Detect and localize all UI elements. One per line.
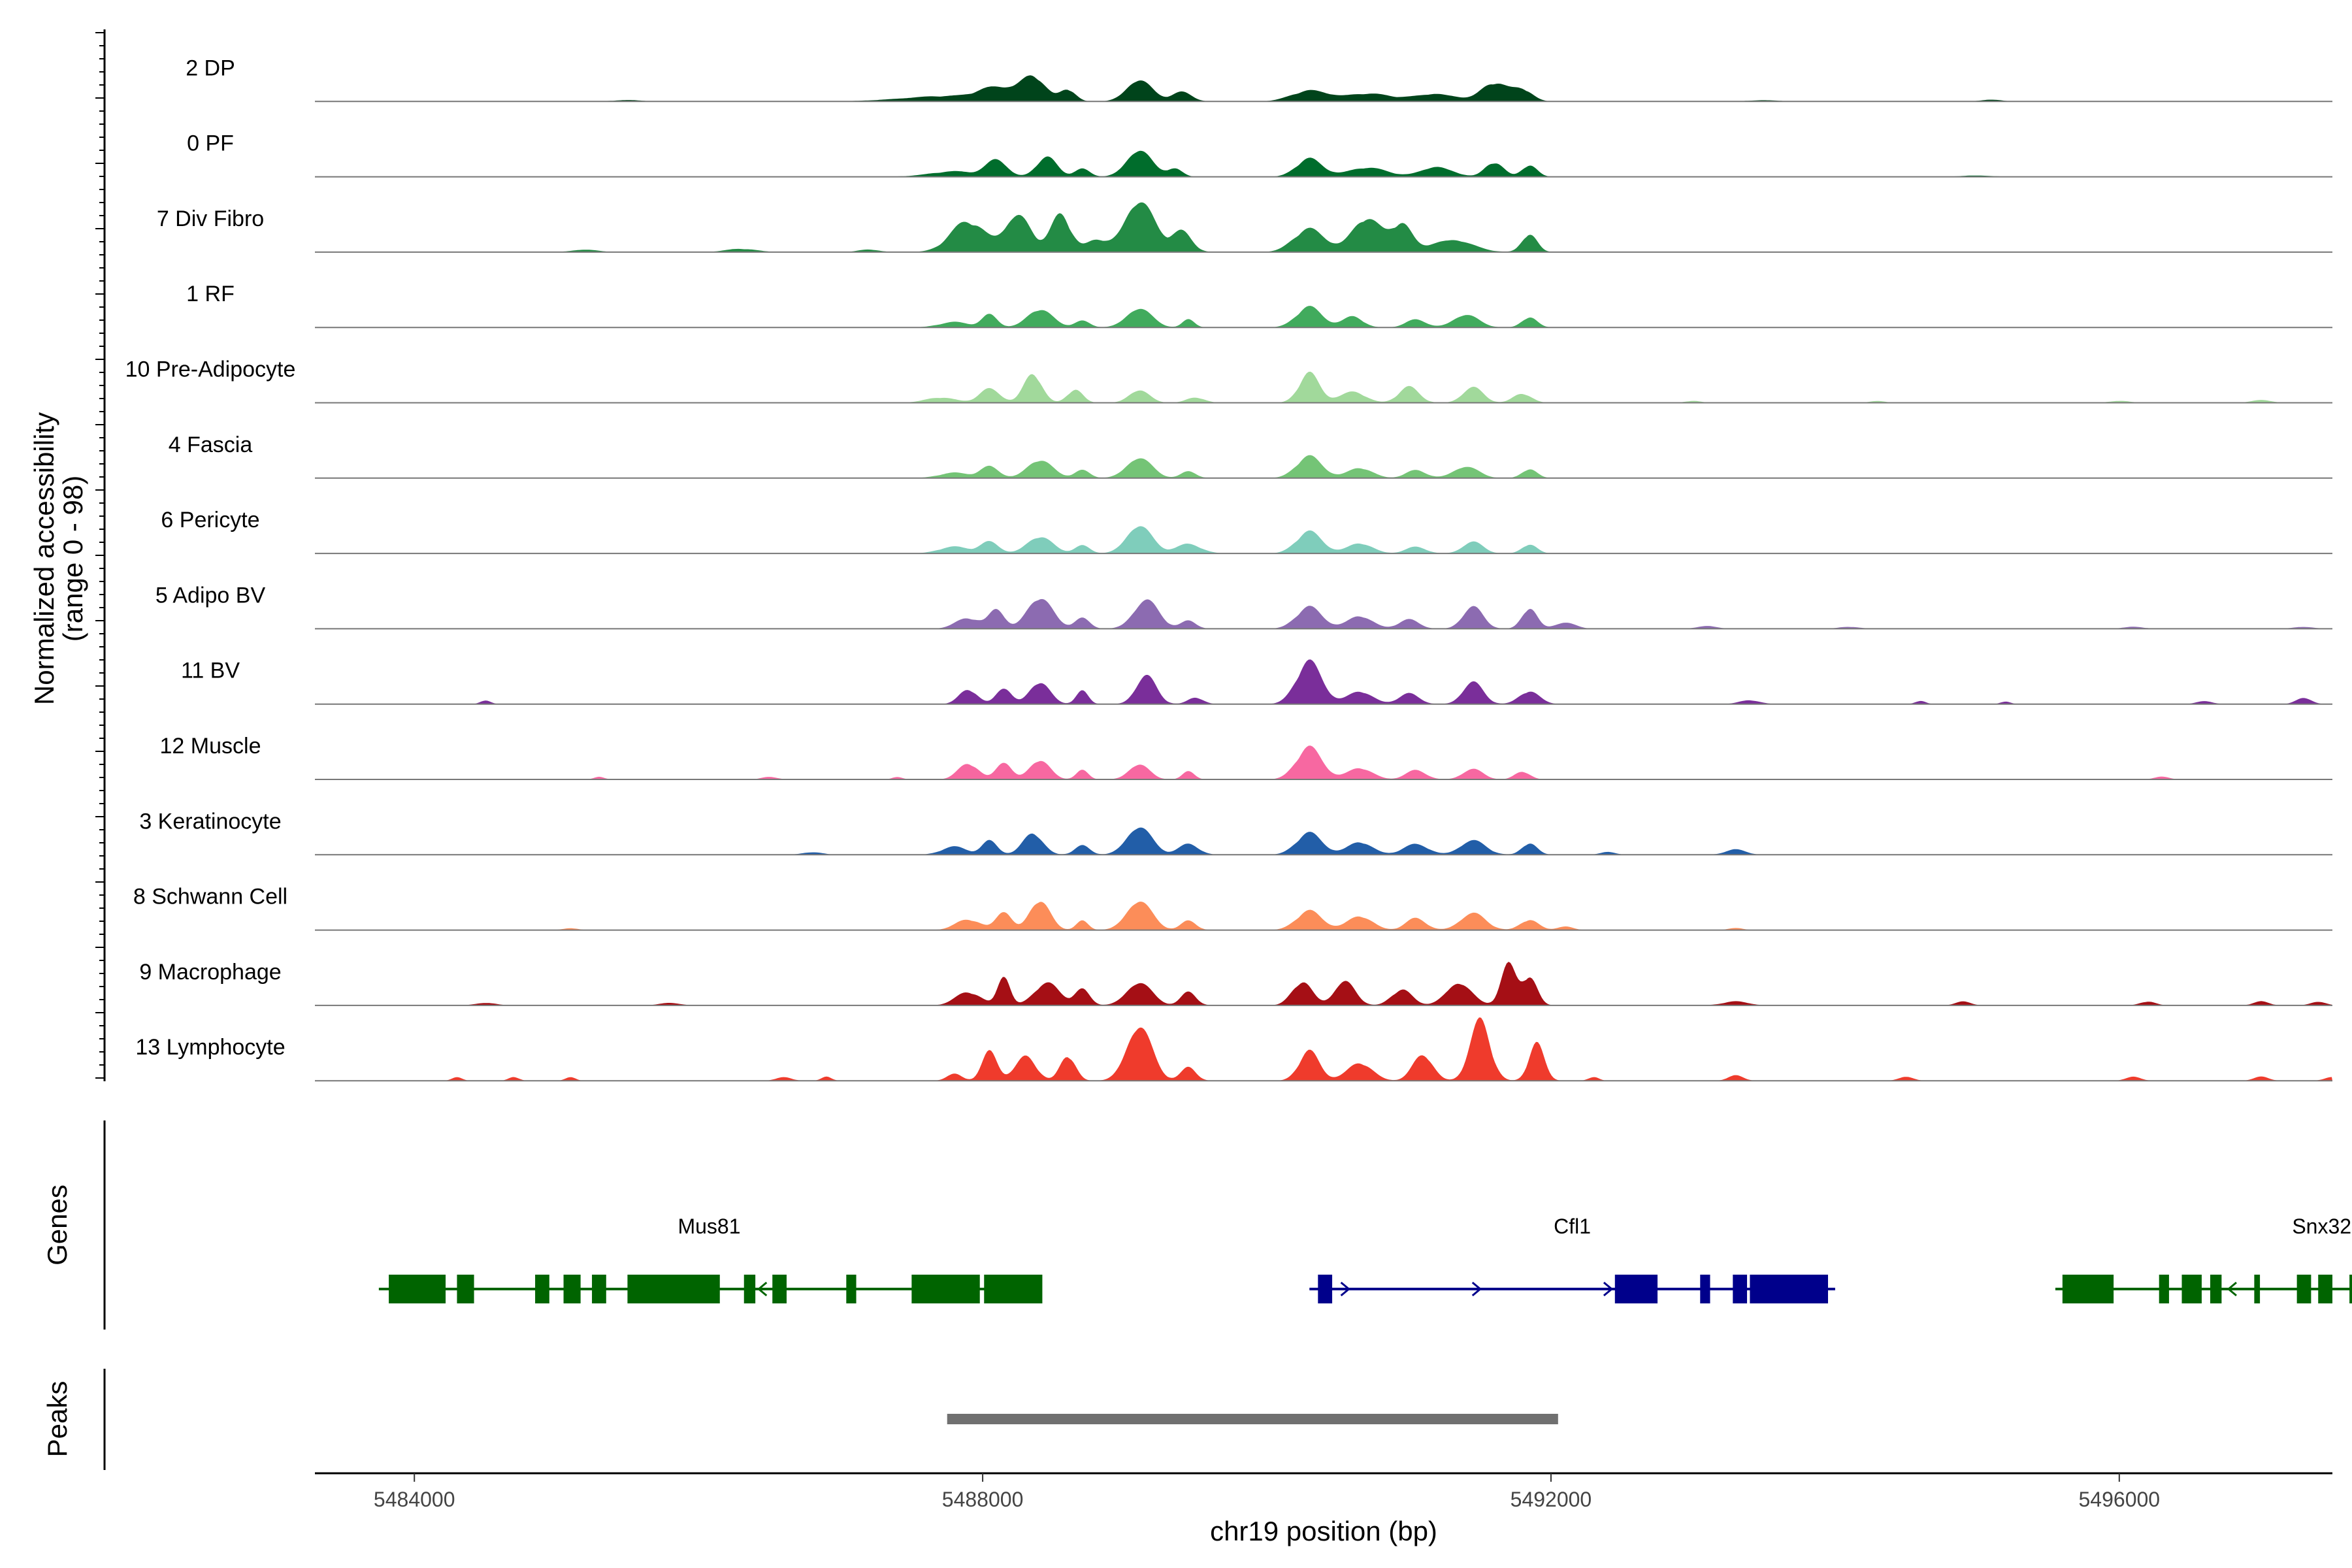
x-axis: 5484000 5488000 5492000 5496000 chr19 positi…	[315, 1472, 2332, 1546]
track-label: 5 Adipo BV	[155, 583, 266, 608]
gene-exon	[846, 1275, 857, 1303]
coverage-area	[315, 659, 2332, 704]
coverage-area	[315, 962, 2332, 1005]
coverage-area	[315, 598, 2332, 629]
track-9-macrophage: 9 Macrophage	[139, 960, 2332, 1006]
gene-exon	[2210, 1275, 2222, 1303]
strand-arrow	[2093, 1281, 2104, 1297]
track-13-lymphocyte: 13 Lymphocyte	[135, 1017, 2332, 1082]
track-label: 7 Div Fibro	[157, 206, 264, 231]
strand-arrow	[2227, 1281, 2237, 1297]
gene-label: Mus81	[678, 1215, 740, 1238]
strand-arrow	[1340, 1281, 1350, 1297]
x-tick-label: 5488000	[942, 1488, 1024, 1511]
gene-label: Cfl1	[1554, 1215, 1591, 1238]
gene-exon	[2181, 1275, 2202, 1303]
coverage-area	[315, 1017, 2332, 1081]
strand-arrow	[427, 1281, 437, 1297]
coverage-area	[315, 371, 2332, 403]
track-5-adipo-bv: 5 Adipo BV	[155, 583, 2332, 630]
gene-exon	[743, 1275, 756, 1303]
gene-track: Mus81 Cfl1 Snx32	[378, 1215, 2352, 1303]
gene-exon	[457, 1275, 474, 1303]
strand-arrow	[1471, 1281, 1482, 1297]
gene-exon	[1614, 1275, 1658, 1303]
track-2-dp: 2 DP	[186, 56, 2332, 103]
gene-exon	[2062, 1275, 2114, 1303]
track-1-rf: 1 RF	[186, 282, 2332, 329]
gene-exon	[389, 1275, 446, 1303]
gene-exon	[772, 1275, 787, 1303]
gene-exon	[2254, 1275, 2261, 1303]
track-label: 0 PF	[187, 131, 234, 156]
y-axis-title: Normalized accessibility	[29, 412, 59, 705]
strand-arrow	[922, 1281, 933, 1297]
gene-exon	[1750, 1275, 1828, 1303]
gene-exon	[1700, 1275, 1710, 1303]
track-label: 2 DP	[186, 56, 235, 80]
track-10-pre-adipocyte: 10 Pre-Adipocyte	[125, 357, 2332, 404]
gene-exon	[627, 1275, 720, 1303]
gene-exon	[911, 1275, 980, 1303]
gene-exon	[535, 1275, 549, 1303]
x-tick-label: 5484000	[374, 1488, 455, 1511]
track-11-bv: 11 BV	[181, 659, 2332, 705]
gene-cfl1: Cfl1	[1309, 1215, 1835, 1303]
coverage-area	[315, 202, 2332, 252]
strand-arrow	[1735, 1281, 1745, 1297]
coverage-area	[315, 745, 2332, 779]
gene-exon	[2318, 1275, 2332, 1303]
gene-exon	[984, 1275, 1043, 1303]
coverage-tracks: 2 DP 0 PF 7 Div Fibro 1 RF 10 Pre-Adipocyte 4…	[125, 56, 2332, 1082]
gene-mus81: Mus81	[378, 1215, 1043, 1303]
track-0-pf: 0 PF	[187, 131, 2332, 178]
track-label: 9 Macrophage	[139, 960, 281, 985]
coverage-area	[315, 827, 2332, 855]
strand-arrow	[757, 1281, 768, 1297]
x-axis-title: chr19 position (bp)	[1210, 1516, 1437, 1546]
gene-exon	[2296, 1275, 2311, 1303]
track-label: 12 Muscle	[160, 734, 261, 759]
gene-exon	[2159, 1275, 2169, 1303]
y-axis-range-label: (range 0 - 98)	[57, 476, 88, 642]
peak-track	[947, 1414, 1558, 1424]
track-label: 6 Pericyte	[161, 508, 259, 532]
strand-arrow	[1603, 1281, 1614, 1297]
strand-arrow	[592, 1281, 602, 1297]
left-axis-labels: Normalized accessibility(range 0 - 98) Ge…	[29, 29, 106, 1470]
track-label: 8 Schwann Cell	[133, 885, 287, 909]
gene-exon	[2349, 1275, 2352, 1303]
gene-label: Snx32	[2292, 1215, 2351, 1238]
x-tick-label: 5496000	[2079, 1488, 2161, 1511]
track-8-schwann-cell: 8 Schwann Cell	[133, 885, 2332, 931]
coverage-area	[315, 902, 2332, 930]
coverage-area	[315, 306, 2332, 328]
coverage-area	[315, 526, 2332, 554]
coverage-area	[315, 455, 2332, 478]
track-label: 11 BV	[181, 659, 240, 683]
track-3-keratinocyte: 3 Keratinocyte	[139, 809, 2332, 856]
track-label: 13 Lymphocyte	[135, 1035, 285, 1060]
track-label: 4 Fascia	[169, 433, 253, 457]
x-tick-label: 5492000	[1511, 1488, 1592, 1511]
coverage-area	[315, 150, 2332, 177]
track-label: 3 Keratinocyte	[139, 809, 281, 834]
genes-track-label: Genes	[42, 1184, 73, 1266]
track-label: 1 RF	[186, 282, 235, 306]
gene-exon	[1733, 1275, 1748, 1303]
gene-exon	[563, 1275, 581, 1303]
peaks-track-label: Peaks	[42, 1381, 73, 1458]
peak-region	[947, 1414, 1558, 1424]
track-label: 10 Pre-Adipocyte	[125, 357, 296, 382]
track-6-pericyte: 6 Pericyte	[161, 508, 2332, 555]
track-4-fascia: 4 Fascia	[169, 433, 2332, 479]
coverage-area	[315, 75, 2332, 102]
track-12-muscle: 12 Muscle	[160, 734, 2332, 780]
gene-exon	[592, 1275, 606, 1303]
gene-snx32: Snx32	[2055, 1215, 2352, 1303]
gene-exon	[1318, 1275, 1333, 1303]
track-7-div-fibro: 7 Div Fibro	[157, 202, 2332, 253]
